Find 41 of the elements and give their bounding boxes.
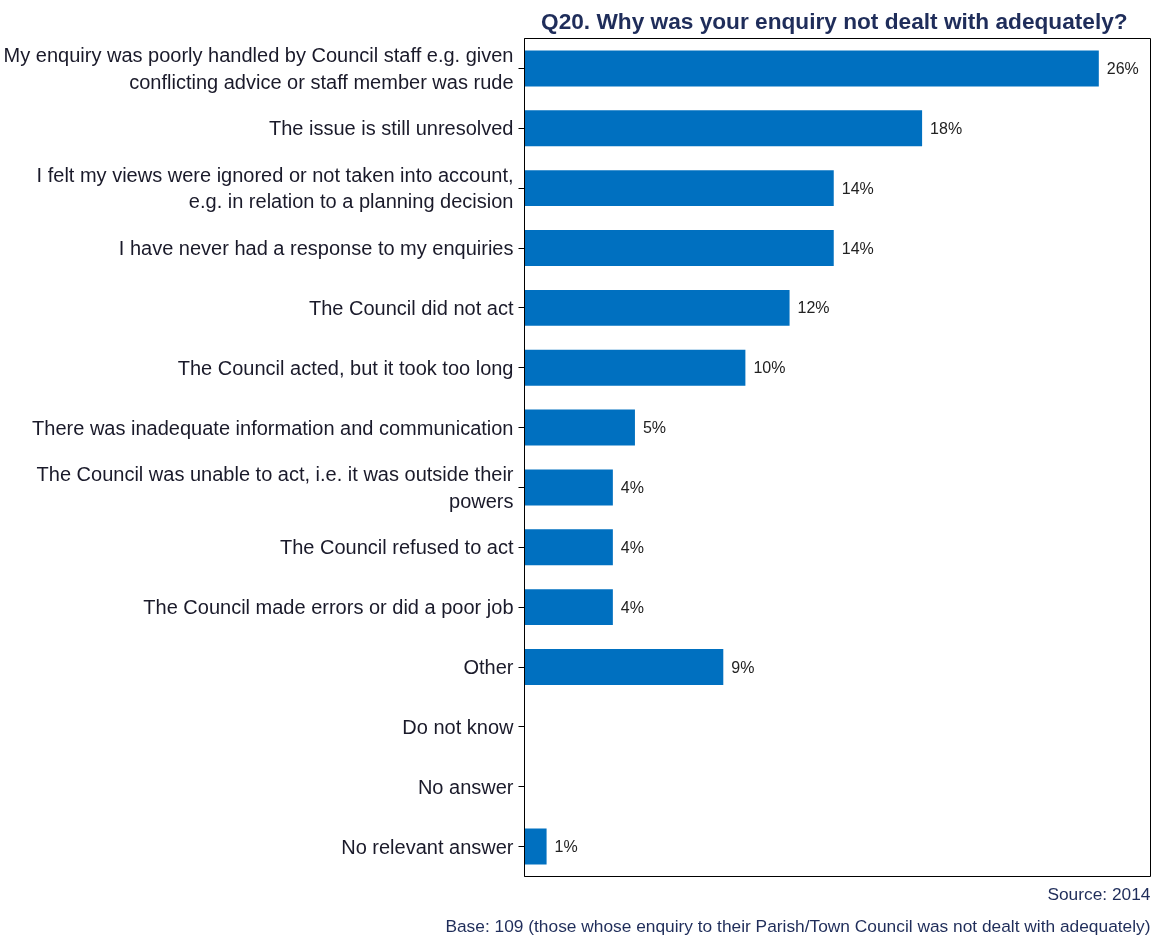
source-note: Source: 2014 [1047,883,1151,904]
bar [524,230,834,266]
y-tick-label: Do not know [402,715,515,738]
data-label: 26% [1106,59,1139,77]
y-tick-label: The issue is still unresolved [268,117,514,140]
y-tick-label: There was inadequate information and communication [32,416,514,439]
bar [524,170,834,207]
bar [524,529,613,566]
data-label: 4% [620,598,644,616]
data-label: 5% [642,419,667,437]
bar [524,589,613,626]
y-tick-label: The Council was unable to act, i.e. it was outside their powers [36,463,514,512]
data-label: 18% [930,119,963,137]
bar [524,50,1099,87]
data-label: 1% [554,838,578,856]
y-tick-label: My enquiry was poorly handled by Council staff e.g. given conflicting advice or staff member was rude [3,44,514,93]
data-label: 14% [841,179,874,197]
y-tick-label: I felt my views were ignored or not taken into account, e.g. in relation to a planning decision [36,163,514,213]
y-tick-label: No answer [417,775,514,798]
bar [524,349,746,386]
data-label: 12% [797,299,830,317]
y-tick-label: The Council did not act [308,296,514,319]
bar [524,649,724,685]
data-label: 10% [753,359,786,377]
bar [524,289,790,326]
data-label: 9% [731,658,755,676]
bar [524,828,547,865]
y-tick-label: The Council made errors or did a poor job [143,596,514,619]
bar [524,469,613,506]
bar [524,409,635,446]
y-tick-label: The Council acted, but it took too long [177,356,514,379]
text: Base: 109 (those whose enquiry to their Parish/Town Council was not dealt with adequately) [445,915,1151,936]
data-label: 4% [620,538,644,556]
bar [524,110,923,147]
y-tick-label: The Council refused to act [280,536,514,559]
data-label: 14% [841,239,874,257]
y-tick-label: Other [463,656,514,678]
y-tick-label: No relevant answer [341,835,514,858]
chart-title: Q20. Why was your enquiry not dealt with adequately? [541,7,1128,34]
data-label: 4% [620,478,644,496]
y-tick-label: I have never had a response to my enquiries [118,237,514,259]
